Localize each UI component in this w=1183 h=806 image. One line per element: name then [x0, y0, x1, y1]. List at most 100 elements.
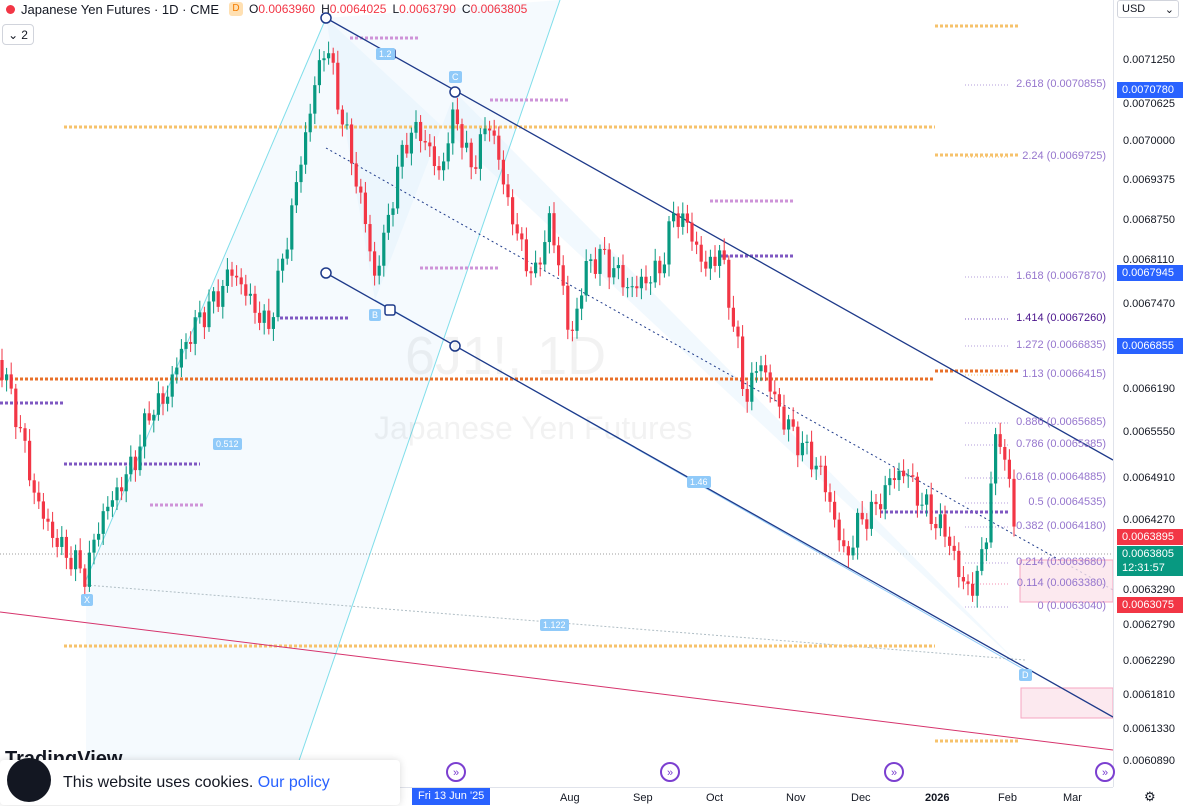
candle-body — [382, 232, 386, 266]
candle-body — [327, 53, 331, 59]
price-chart[interactable] — [0, 0, 1113, 787]
price-tick: 0.0060890 — [1123, 755, 1175, 767]
candle-body — [478, 134, 482, 169]
candle-body — [423, 141, 427, 143]
price-label: 0.0066855 — [1117, 338, 1183, 354]
replay-marker-icon[interactable]: » — [660, 762, 680, 782]
replay-marker-icon[interactable]: » — [1095, 762, 1115, 782]
candle-body — [281, 258, 285, 271]
candle-body — [78, 550, 82, 569]
candle-body — [198, 312, 202, 318]
candle-body — [943, 514, 947, 537]
bar-countdown: 12:31:57 — [1117, 561, 1183, 576]
candle-body — [612, 268, 616, 278]
candle-body — [442, 161, 446, 171]
candle-body — [221, 285, 225, 307]
candle-body — [299, 164, 303, 183]
settings-gear-icon[interactable]: ⚙ — [1144, 789, 1156, 804]
candle-body — [115, 487, 119, 501]
price-tick: 0.0063290 — [1123, 584, 1175, 596]
ohlc-high: H0.0064025 — [321, 2, 387, 16]
candle-body — [55, 537, 59, 547]
candle-body — [708, 256, 712, 269]
candle-body — [28, 440, 32, 481]
price-tick: 0.0068110 — [1123, 254, 1175, 266]
candle-body — [97, 533, 101, 540]
candle-body — [147, 413, 151, 421]
channel-handle-1[interactable] — [320, 12, 332, 24]
candle-body — [534, 262, 538, 274]
candle-body — [294, 182, 298, 206]
cookie-policy-link[interactable]: Our policy — [257, 774, 330, 791]
channel-handle-2[interactable] — [449, 86, 461, 98]
price-axis[interactable] — [1113, 0, 1183, 787]
time-tick-dec: Dec — [851, 792, 871, 804]
candle-body — [869, 501, 873, 529]
channel-handle-4[interactable] — [449, 340, 461, 352]
candle-body — [465, 142, 469, 148]
currency-selector[interactable]: USD ⌄ — [1117, 0, 1179, 18]
candle-body — [575, 308, 579, 331]
candle-body — [515, 224, 519, 234]
candle-body — [368, 224, 372, 252]
candle-body — [681, 213, 685, 227]
candle-body — [773, 391, 777, 395]
candle-body — [736, 326, 740, 337]
candle-body — [235, 275, 239, 278]
candle-body — [262, 310, 266, 323]
fib-level-label: 0.382 (0.0064180) — [1016, 520, 1106, 532]
candle-body — [639, 276, 643, 289]
candle-body — [704, 261, 708, 269]
candle-body — [106, 506, 110, 512]
candle-body — [777, 394, 781, 407]
candle-body — [83, 568, 87, 587]
candle-body — [800, 442, 804, 456]
candle-body — [616, 265, 620, 269]
candle-body — [810, 441, 814, 470]
candle-body — [727, 259, 731, 308]
cookie-text: This website uses cookies. Our policy — [63, 774, 330, 792]
candle-body — [51, 521, 55, 538]
candle-body — [175, 367, 179, 375]
pink-trendline — [0, 611, 1113, 751]
replay-marker-icon[interactable]: » — [446, 762, 466, 782]
time-tick-feb: Feb — [998, 792, 1017, 804]
time-tick-2026: 2026 — [925, 792, 950, 804]
candle-body — [699, 244, 703, 262]
candle-body — [750, 372, 754, 402]
chevron-down-icon: ⌄ — [8, 27, 19, 42]
candle-body — [929, 494, 933, 524]
ohlc-open: O0.0063960 — [249, 2, 316, 16]
candle-body — [451, 109, 455, 144]
candle-body — [722, 250, 726, 260]
chart-header: Japanese Yen Futures · 1D · CME D O0.006… — [0, 0, 527, 18]
price-label: 0.0067945 — [1117, 265, 1183, 281]
candle-body — [653, 260, 657, 283]
symbol-title[interactable]: Japanese Yen Futures · 1D · CME — [21, 1, 219, 17]
replay-marker-icon[interactable]: » — [884, 762, 904, 782]
candle-body — [630, 286, 634, 288]
candle-body — [350, 124, 354, 164]
price-tick: 0.0068750 — [1123, 214, 1175, 226]
candle-body — [258, 312, 262, 323]
candle-body — [189, 342, 193, 344]
channel-handle-6[interactable] — [384, 304, 396, 316]
candle-body — [662, 264, 666, 274]
candle-body — [957, 550, 961, 578]
candle-body — [856, 512, 860, 548]
candle-body — [883, 485, 887, 510]
fib-level-label: 0.618 (0.0064885) — [1016, 471, 1106, 483]
indicators-collapse-button[interactable]: ⌄ 2 — [2, 24, 34, 45]
price-tick: 0.0062790 — [1123, 619, 1175, 631]
candle-body — [685, 213, 689, 223]
candle-body — [994, 434, 998, 484]
candle-body — [87, 552, 91, 587]
candle-body — [787, 419, 791, 430]
channel-handle-3[interactable] — [320, 267, 332, 279]
candle-body — [782, 406, 786, 430]
candle-body — [842, 540, 846, 547]
price-tick: 0.0062290 — [1123, 655, 1175, 667]
candle-body — [419, 121, 423, 142]
candle-body — [768, 372, 772, 392]
candle-body — [819, 465, 823, 467]
